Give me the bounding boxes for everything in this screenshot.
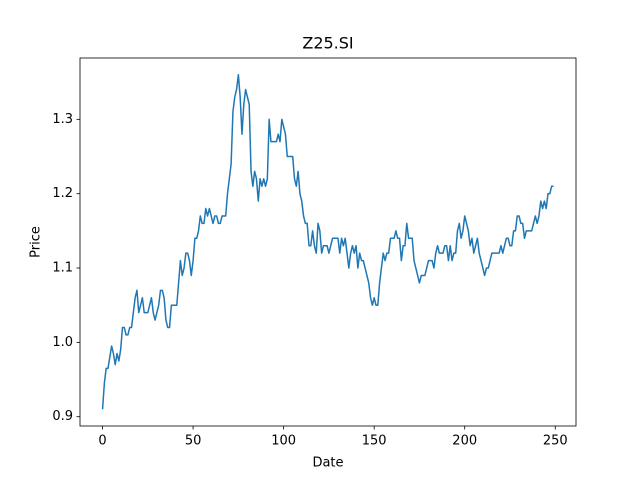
y-tick-label: 1.2 (52, 186, 73, 201)
x-axis-label: Date (312, 456, 343, 471)
y-tick-label: 1.0 (52, 335, 73, 350)
x-tick-label: 0 (98, 434, 106, 449)
y-tick-label: 0.9 (52, 409, 73, 424)
y-tick-label: 1.1 (52, 261, 73, 276)
y-tick-label: 1.3 (52, 112, 73, 127)
price-line (101, 73, 554, 410)
x-tick-label: 200 (452, 434, 477, 449)
x-tick-label: 150 (362, 434, 387, 449)
x-tick-label: 250 (543, 434, 568, 449)
chart-title: Z25.SI (302, 34, 353, 53)
x-tick-label: 50 (185, 434, 202, 449)
y-axis-label: Price (29, 226, 44, 258)
plot-frame (79, 57, 577, 427)
x-tick-label: 100 (271, 434, 296, 449)
